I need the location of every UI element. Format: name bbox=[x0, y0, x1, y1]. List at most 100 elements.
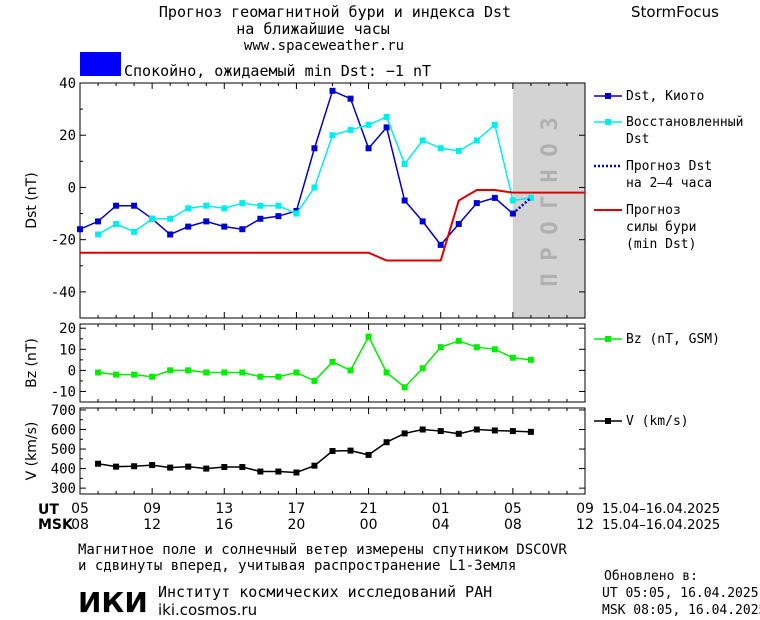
data-point bbox=[95, 231, 102, 238]
data-point bbox=[401, 430, 408, 437]
data-point bbox=[293, 469, 300, 476]
data-point bbox=[491, 194, 498, 201]
data-point bbox=[365, 145, 372, 152]
ut-date-range: 15.04–16.04.2025 bbox=[602, 502, 720, 517]
forecast-zone-letter: О bbox=[538, 143, 563, 156]
data-point bbox=[527, 194, 534, 201]
data-point bbox=[221, 464, 228, 471]
legend-label: Прогноз Dst bbox=[626, 159, 712, 174]
msk-tick-label: 00 bbox=[360, 517, 378, 533]
data-point bbox=[473, 426, 480, 433]
iki-logo: ИКИ bbox=[78, 586, 148, 619]
data-point bbox=[239, 226, 246, 233]
data-point bbox=[221, 205, 228, 212]
data-point bbox=[95, 460, 102, 467]
legend-label: на 2–4 часа bbox=[626, 176, 712, 191]
data-point bbox=[113, 202, 120, 209]
data-point bbox=[419, 218, 426, 225]
data-point bbox=[455, 221, 462, 227]
data-point bbox=[167, 231, 174, 238]
data-point bbox=[185, 223, 192, 230]
ut-tick-label: 17 bbox=[288, 501, 306, 517]
data-point bbox=[437, 241, 444, 248]
data-point bbox=[383, 113, 390, 120]
data-point bbox=[473, 200, 480, 207]
data-point bbox=[95, 369, 102, 376]
ut-tick-label: 05 bbox=[71, 501, 89, 517]
website-url: www.spaceweather.ru bbox=[244, 38, 404, 54]
ut-tick-label: 01 bbox=[432, 501, 450, 517]
data-point bbox=[131, 463, 138, 470]
ut-tick-label: 09 bbox=[576, 501, 594, 517]
institute-url: iki.cosmos.ru bbox=[158, 601, 257, 619]
data-point bbox=[131, 371, 138, 378]
legend-label: V (km/s) bbox=[626, 414, 689, 429]
data-point bbox=[527, 356, 534, 363]
data-point bbox=[203, 465, 210, 472]
y-tick-label: 10 bbox=[59, 342, 76, 358]
data-point bbox=[383, 124, 390, 131]
data-point bbox=[113, 463, 120, 470]
legend-label: Восстановленный bbox=[626, 115, 743, 130]
status-color-swatch bbox=[80, 52, 121, 76]
y-tick-label: -10 bbox=[51, 384, 76, 400]
y-tick-label: 400 bbox=[51, 462, 76, 478]
msk-label: MSK bbox=[38, 517, 74, 533]
data-point bbox=[329, 448, 336, 454]
legend-marker bbox=[605, 336, 611, 342]
chart-title: Прогноз геомагнитной бури и индекса Dst bbox=[159, 3, 511, 21]
data-point bbox=[203, 202, 210, 209]
footer-note-line2: и сдвинуты вперед, учитывая распростране… bbox=[78, 558, 516, 574]
data-point bbox=[365, 333, 372, 340]
data-point bbox=[185, 367, 192, 374]
data-point bbox=[221, 369, 228, 376]
ut-label: UT bbox=[38, 502, 59, 518]
data-point bbox=[293, 369, 300, 376]
data-point bbox=[239, 200, 246, 207]
y-tick-label: 0 bbox=[68, 180, 76, 196]
forecast-zone-letter: П bbox=[538, 273, 563, 286]
data-point bbox=[419, 137, 426, 144]
data-point bbox=[311, 184, 318, 191]
ut-tick-label: 05 bbox=[504, 501, 522, 517]
y-tick-label: 40 bbox=[59, 76, 76, 92]
data-point bbox=[347, 127, 354, 133]
data-point bbox=[527, 428, 534, 435]
legend-label: Dst, Киото bbox=[626, 89, 704, 104]
plot-frame bbox=[79, 82, 586, 319]
data-point bbox=[419, 365, 426, 372]
data-point bbox=[419, 426, 426, 433]
data-point bbox=[509, 197, 516, 204]
data-point bbox=[149, 215, 156, 222]
data-point bbox=[473, 344, 480, 351]
data-point bbox=[275, 373, 282, 380]
legend-marker bbox=[605, 93, 611, 99]
y-tick-label: -20 bbox=[51, 233, 76, 249]
data-point bbox=[401, 197, 408, 204]
data-point bbox=[203, 369, 210, 376]
data-point bbox=[167, 215, 174, 222]
data-point bbox=[491, 121, 498, 128]
series-line bbox=[97, 115, 532, 236]
y-axis-label: V (km/s) bbox=[24, 422, 40, 481]
data-point bbox=[455, 430, 462, 437]
legend-label: (min Dst) bbox=[626, 237, 696, 252]
y-tick-label: 700 bbox=[51, 403, 76, 419]
msk-tick-label: 12 bbox=[143, 517, 161, 533]
ut-tick-label: 21 bbox=[360, 501, 378, 517]
footer-note-line1: Магнитное поле и солнечный ветер измерен… bbox=[78, 542, 567, 558]
legend: Dst, Киото Восстановленный Dst Прогноз Dst н… bbox=[594, 89, 743, 429]
msk-tick-label: 08 bbox=[504, 517, 522, 533]
data-point bbox=[347, 95, 354, 102]
chart-subtitle: на ближайшие часы bbox=[236, 20, 390, 38]
data-point bbox=[275, 202, 282, 209]
updated-label: Обновлено в: bbox=[604, 569, 698, 584]
data-point bbox=[455, 337, 462, 344]
forecast-zone-letter: З bbox=[538, 117, 563, 130]
y-tick-label: 20 bbox=[59, 128, 76, 144]
data-point bbox=[131, 228, 138, 235]
forecast-zone-letter: Н bbox=[538, 169, 563, 182]
data-point bbox=[437, 145, 444, 152]
